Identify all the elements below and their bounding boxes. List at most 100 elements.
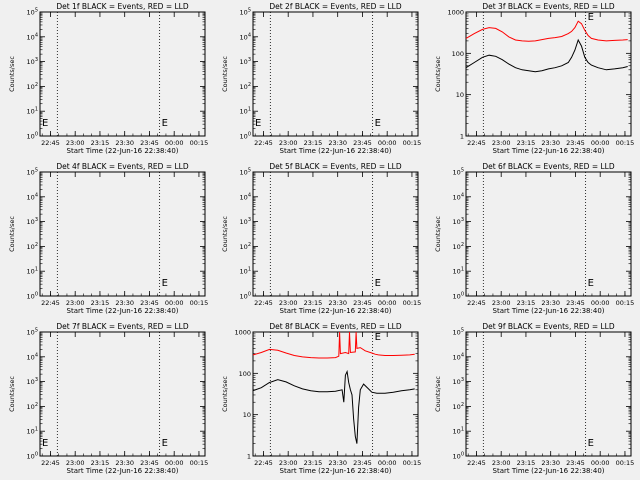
- x-tick-label: 23:45: [140, 459, 159, 467]
- plot-frame: [465, 331, 632, 457]
- panel-title: Det 2f BLACK = Events, RED = LLD: [269, 2, 402, 11]
- x-tick-label: 00:00: [591, 139, 610, 147]
- panel-title: Det 1f BLACK = Events, RED = LLD: [56, 2, 189, 11]
- x-tick-label: 00:00: [165, 139, 184, 147]
- x-tick-label: 00:15: [190, 459, 209, 467]
- panel-5: Det 5f BLACK = Events, RED = LLD 100 101 10…: [221, 162, 421, 315]
- y-tick-label: 104: [27, 352, 38, 361]
- y-axis-label: Counts/sec: [8, 56, 16, 92]
- x-tick-label: 23:45: [566, 139, 585, 147]
- y-tick-label: 101: [27, 267, 38, 276]
- x-tick-label: 00:15: [616, 459, 635, 467]
- x-tick-label: 22:45: [41, 299, 60, 307]
- y-tick-label: 104: [240, 32, 251, 41]
- x-tick-label: 00:00: [165, 299, 184, 307]
- x-tick-label: 23:45: [353, 139, 372, 147]
- y-tick-label: 105: [453, 328, 464, 337]
- event-marker-e: E: [162, 438, 168, 449]
- x-tick-label: 23:45: [353, 299, 372, 307]
- x-tick-label: 22:45: [254, 139, 273, 147]
- x-tick-label: 22:45: [254, 459, 273, 467]
- series-line-lld: [465, 20, 628, 42]
- y-tick-label: 100: [27, 292, 38, 301]
- x-tick-label: 23:15: [91, 139, 110, 147]
- y-tick-label: 100: [240, 292, 251, 301]
- x-tick-label: 23:30: [328, 139, 347, 147]
- x-axis-label: Start Time (22-Jun-16 22:38:40): [493, 307, 605, 315]
- plot-frame: [39, 331, 206, 457]
- x-tick-label: 23:45: [566, 459, 585, 467]
- x-tick-label: 23:30: [541, 139, 560, 147]
- event-marker-e: E: [162, 278, 168, 289]
- y-tick-label: 102: [240, 242, 251, 251]
- x-axis-label: Start Time (22-Jun-16 22:38:40): [67, 147, 179, 155]
- event-marker-e: E: [375, 278, 381, 289]
- x-tick-label: 22:45: [254, 299, 273, 307]
- x-tick-label: 22:45: [467, 459, 486, 467]
- y-tick-label: 102: [27, 242, 38, 251]
- x-tick-label: 00:00: [591, 459, 610, 467]
- panel-title: Det 5f BLACK = Events, RED = LLD: [269, 162, 402, 171]
- x-axis-label: Start Time (22-Jun-16 22:38:40): [67, 307, 179, 315]
- x-tick-label: 00:15: [616, 139, 635, 147]
- y-tick-label: 1000: [447, 9, 464, 17]
- series-line-lld: [252, 331, 415, 359]
- y-tick-label: 1: [247, 453, 251, 461]
- x-tick-label: 23:30: [328, 459, 347, 467]
- y-tick-label: 103: [27, 217, 38, 226]
- y-tick-label: 100: [27, 132, 38, 141]
- y-tick-label: 105: [27, 168, 38, 177]
- x-tick-label: 23:00: [279, 299, 298, 307]
- x-tick-label: 23:30: [541, 299, 560, 307]
- y-tick-label: 104: [27, 32, 38, 41]
- x-tick-label: 23:30: [115, 459, 134, 467]
- panel-8: Det 8f BLACK = Events, RED = LLD 1 10 100 10…: [221, 322, 421, 475]
- plot-frame: [465, 171, 632, 297]
- y-tick-label: 105: [240, 8, 251, 17]
- y-axis-label: Counts/sec: [8, 216, 16, 252]
- x-tick-label: 22:45: [467, 139, 486, 147]
- panel-title: Det 8f BLACK = Events, RED = LLD: [269, 322, 402, 331]
- x-tick-label: 00:15: [403, 299, 422, 307]
- x-axis-label: Start Time (22-Jun-16 22:38:40): [67, 467, 179, 475]
- x-tick-label: 22:45: [41, 459, 60, 467]
- panel-2: Det 2f BLACK = Events, RED = LLD 100 101 10…: [221, 2, 421, 155]
- panel-1: Det 1f BLACK = Events, RED = LLD 100 101 10…: [8, 2, 208, 155]
- x-tick-label: 23:45: [140, 139, 159, 147]
- y-tick-label: 100: [27, 452, 38, 461]
- plot-frame: [39, 171, 206, 297]
- y-tick-label: 1000: [234, 329, 251, 337]
- event-marker-e: E: [42, 438, 48, 449]
- y-tick-label: 103: [453, 217, 464, 226]
- x-tick-label: 23:15: [517, 139, 536, 147]
- x-tick-label: 23:15: [91, 299, 110, 307]
- y-tick-label: 105: [453, 168, 464, 177]
- y-axis-label: Counts/sec: [221, 216, 229, 252]
- x-tick-label: 00:15: [403, 139, 422, 147]
- y-axis-label: Counts/sec: [434, 376, 442, 412]
- plot-frame: [252, 11, 419, 137]
- event-marker-e: E: [588, 438, 594, 449]
- panel-title: Det 4f BLACK = Events, RED = LLD: [56, 162, 189, 171]
- panel-9: Det 9f BLACK = Events, RED = LLD 100 101 10…: [434, 322, 634, 475]
- x-tick-label: 00:00: [378, 139, 397, 147]
- x-tick-label: 00:00: [591, 299, 610, 307]
- y-tick-label: 101: [453, 267, 464, 276]
- x-tick-label: 23:30: [115, 299, 134, 307]
- y-tick-label: 100: [453, 292, 464, 301]
- panel-title: Det 7f BLACK = Events, RED = LLD: [56, 322, 189, 331]
- y-tick-label: 105: [240, 168, 251, 177]
- plot-frame: [39, 11, 206, 137]
- panel-4: Det 4f BLACK = Events, RED = LLD 100 101 10…: [8, 162, 208, 315]
- x-tick-label: 23:30: [115, 139, 134, 147]
- x-axis-label: Start Time (22-Jun-16 22:38:40): [280, 307, 392, 315]
- y-tick-label: 10: [456, 91, 464, 99]
- event-marker-e: E: [375, 332, 381, 343]
- y-tick-label: 103: [240, 57, 251, 66]
- x-tick-label: 23:15: [91, 459, 110, 467]
- x-tick-label: 00:00: [165, 459, 184, 467]
- x-tick-label: 23:30: [328, 299, 347, 307]
- y-tick-label: 100: [452, 50, 464, 58]
- y-tick-label: 104: [240, 192, 251, 201]
